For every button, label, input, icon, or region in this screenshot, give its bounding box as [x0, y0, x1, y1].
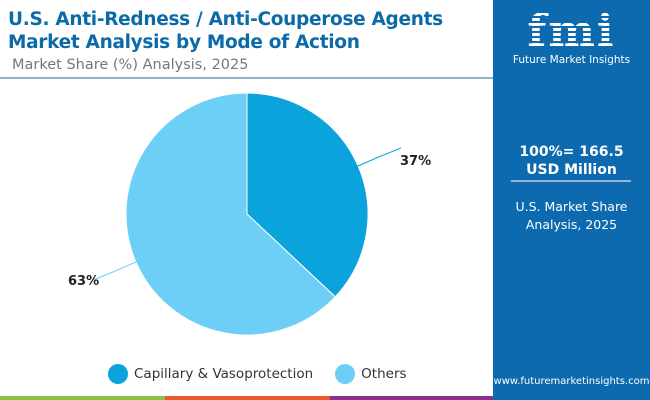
legend: Capillary & Vasoprotection Others: [108, 364, 407, 384]
leader-line-others: [92, 258, 144, 281]
strip-orange: [165, 396, 330, 400]
divider: [0, 77, 493, 79]
chart-subtitle: Market Share (%) Analysis, 2025: [12, 57, 249, 73]
info-panel: fmi Future Market Insights 100%= 166.5 U…: [493, 0, 650, 400]
panel-subtitle: U.S. Market Share Analysis, 2025: [515, 199, 628, 232]
strip-purple: [330, 396, 493, 400]
data-label-others: 63%: [68, 274, 100, 289]
legend-swatch-capillary: [108, 364, 128, 384]
legend-label-capillary: Capillary & Vasoprotection: [134, 366, 314, 382]
panel-divider: [511, 180, 631, 182]
logo-mark: fmi: [493, 8, 650, 56]
leader-line-capillary: [350, 147, 402, 170]
logo-subtext: Future Market Insights: [512, 54, 631, 66]
data-label-capillary: 37%: [400, 154, 432, 169]
pie-chart: [92, 92, 402, 336]
strip-green: [0, 396, 165, 400]
legend-swatch-others: [335, 364, 356, 384]
fmi-logo: fmi Future Market Insights: [493, 8, 650, 67]
website-link[interactable]: www.futuremarketinsights.com: [493, 376, 650, 387]
market-total: 100%= 166.5 USD Million: [519, 144, 624, 178]
legend-label-others: Others: [361, 366, 407, 382]
chart-title: U.S. Anti-Redness / Anti-Couperose Agent…: [8, 9, 443, 53]
